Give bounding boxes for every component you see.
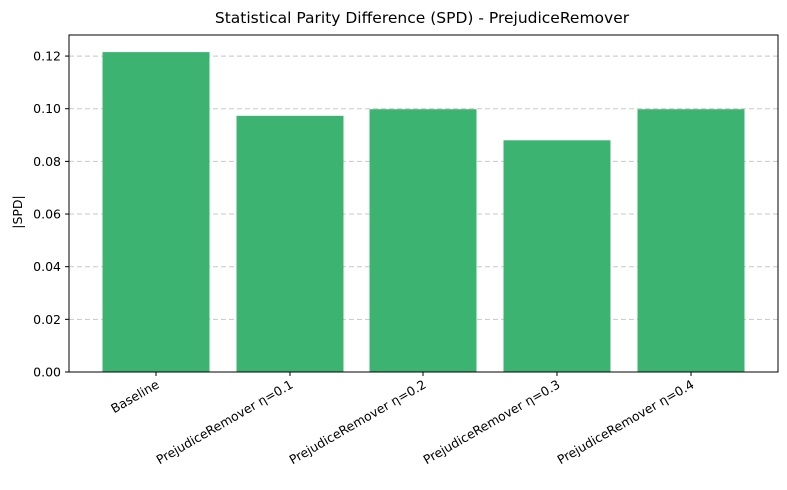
x-tick-label: PrejudiceRemover η=0.3 [420, 377, 562, 468]
y-ticks: 0.00 0.02 0.04 0.06 0.08 0.10 0.12 [33, 49, 69, 380]
bar [637, 109, 745, 373]
chart-title: Statistical Parity Difference (SPD) - Pr… [215, 9, 630, 27]
bars [102, 52, 745, 373]
y-tick-label: 0.04 [33, 259, 61, 274]
bar [102, 52, 210, 372]
y-tick-label: 0.08 [33, 154, 61, 169]
y-tick-label: 0.12 [33, 49, 61, 64]
x-tick-label: PrejudiceRemover η=0.1 [153, 377, 295, 468]
x-tick-label: Baseline [108, 376, 162, 416]
y-tick-label: 0.10 [33, 101, 61, 116]
y-tick-label: 0.00 [33, 365, 61, 380]
bar [236, 115, 344, 373]
bar [369, 109, 477, 373]
y-tick-label: 0.06 [33, 207, 61, 222]
x-tick-label: PrejudiceRemover η=0.4 [554, 377, 696, 468]
y-tick-label: 0.02 [33, 312, 61, 327]
bar [503, 140, 611, 372]
y-axis-label: |SPD| [10, 195, 25, 229]
x-tick-label: PrejudiceRemover η=0.2 [286, 377, 428, 468]
